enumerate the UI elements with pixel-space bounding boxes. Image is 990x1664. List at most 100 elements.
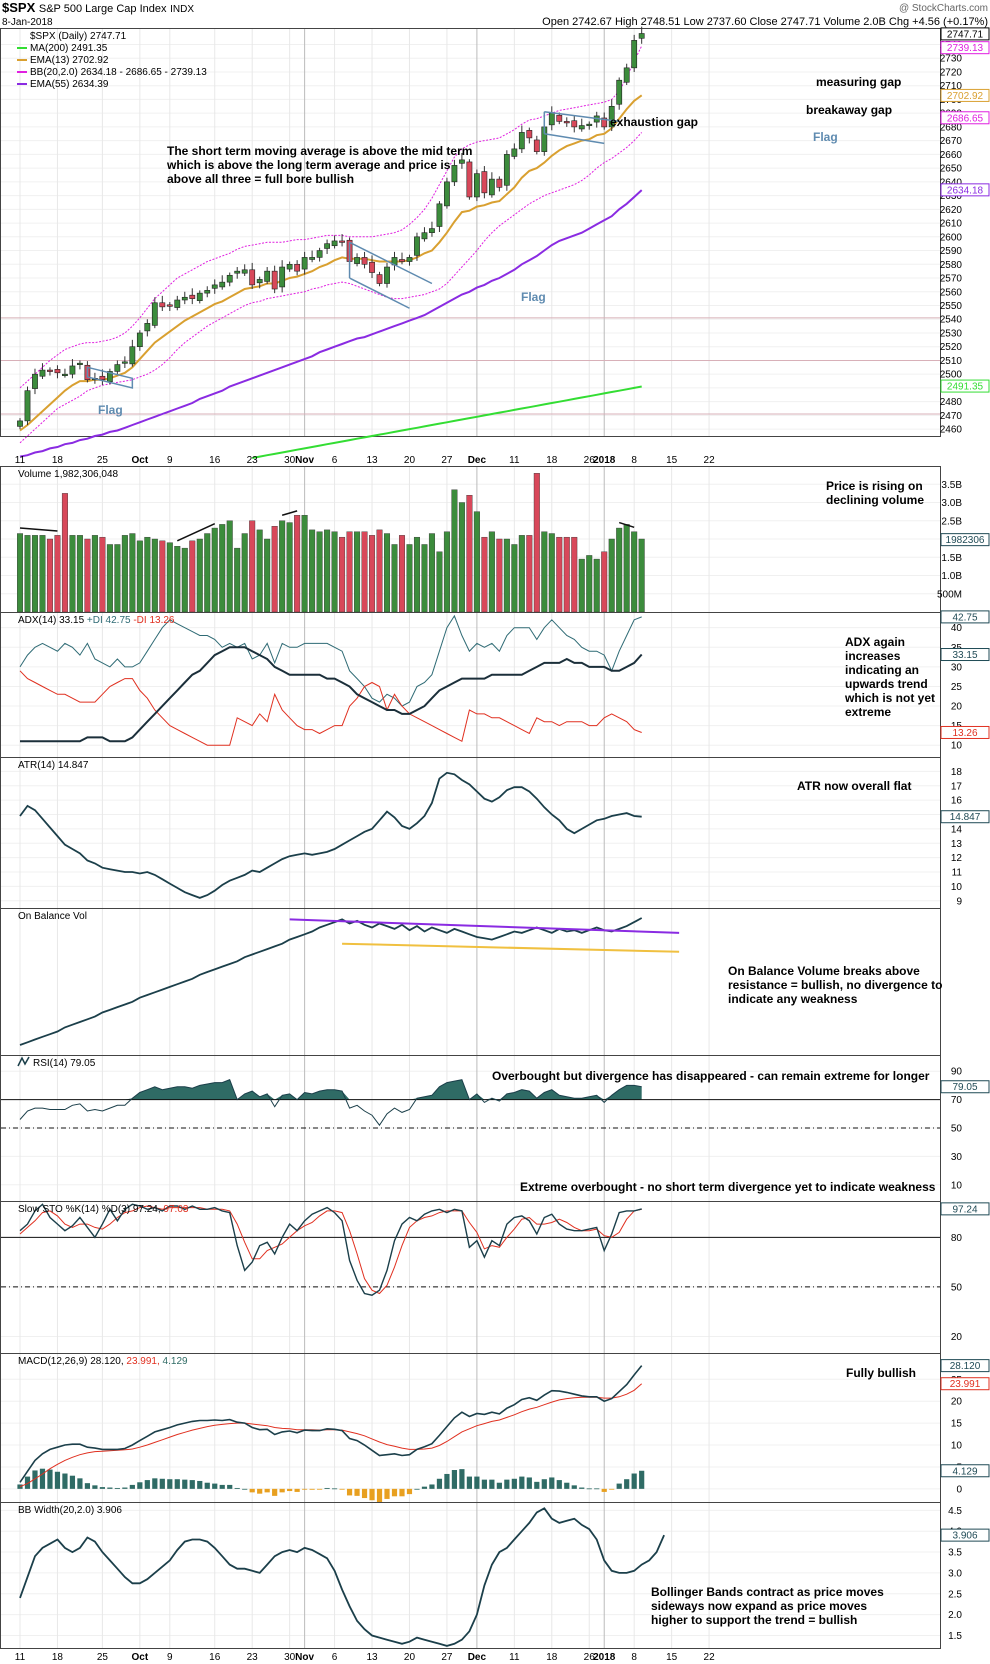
volume-bar [106, 544, 113, 613]
macd-histogram-bar [384, 1488, 390, 1499]
macd-histogram-bar [227, 1484, 233, 1489]
price-axis-tick-label: 2540 [940, 315, 963, 326]
rsi-annotation: Overbought but divergence has disappeare… [492, 1069, 930, 1083]
rsi-axis-tick-label: 10 [951, 1180, 963, 1191]
bbwidth-legend: BB Width(20,2.0) 3.906 [18, 1505, 122, 1516]
macd-histogram-bar [376, 1488, 383, 1503]
volume-trend-line [19, 527, 58, 532]
price-axis-tick-label: 2610 [940, 219, 963, 230]
date-axis-label: 18 [52, 1652, 64, 1663]
volume-bar [46, 538, 53, 613]
macd-histogram-bar [167, 1479, 173, 1489]
macd-histogram-bar [631, 1473, 637, 1489]
volume-trend-line [618, 521, 635, 529]
macd-histogram-bar [189, 1480, 195, 1489]
macd-histogram-bar [331, 1488, 338, 1490]
rsi-legend: RSI(14) 79.05 [33, 1058, 96, 1069]
volume-bar [571, 536, 578, 613]
macd-histogram-bar [212, 1483, 218, 1489]
candle-up [421, 232, 428, 240]
candle-up [578, 125, 585, 130]
chart-date: 8-Jan-2018 [2, 17, 53, 28]
candle-up [174, 299, 181, 308]
macd-histogram-bar [107, 1487, 113, 1489]
trend-annotation: above all three = full bore bullish [167, 172, 354, 186]
candle-up [256, 279, 263, 284]
price-axis-tick-label: 2530 [940, 328, 963, 339]
bbwidth-annotation: sideways now expand as price moves [651, 1599, 867, 1613]
candle-up [429, 228, 435, 233]
volume-bar [99, 536, 106, 613]
volume-bar [114, 544, 121, 613]
macd-histogram-bar [317, 1488, 323, 1490]
volume-bar [279, 520, 286, 613]
candle-up [436, 203, 443, 227]
candle-down [47, 369, 53, 372]
date-axis-label: 13 [366, 455, 378, 466]
macd-histogram-bar [204, 1482, 210, 1489]
macd-histogram-bar [444, 1473, 450, 1489]
adx-tag-box [940, 648, 990, 662]
macd-histogram-bar [137, 1482, 143, 1489]
volume-bar [458, 502, 465, 613]
macd-histogram-bar [616, 1483, 622, 1489]
macd-axis-tick-label: 10 [951, 1441, 963, 1452]
candle-up [204, 290, 211, 294]
macd-histogram-bar [586, 1488, 592, 1490]
rsi-axis-tick-label: 50 [951, 1124, 963, 1135]
candle-up [459, 159, 465, 164]
candle-up [331, 240, 338, 247]
date-axis-label: Nov [295, 1652, 314, 1663]
date-axis-label: 13 [366, 1652, 378, 1663]
volume-bar [166, 542, 173, 613]
candle-up [241, 269, 248, 274]
price-axis-tick-label: 2640 [940, 177, 963, 188]
volume-axis-tick-label: 1.5B [941, 553, 962, 564]
volume-bar [586, 555, 593, 613]
volume-bar [91, 535, 98, 613]
macd-histogram-bar [541, 1479, 547, 1489]
volume-bar [563, 536, 570, 613]
ema13-line [19, 94, 643, 432]
obv-panel [0, 908, 941, 1056]
macd-histogram-bar [609, 1488, 615, 1490]
date-axis-label: 27 [441, 1652, 453, 1663]
price-axis-tick-label: 2580 [940, 260, 963, 271]
bbwidth-axis-tick-label: 3.0 [948, 1568, 962, 1579]
macd-histogram-bar [346, 1488, 353, 1496]
macd-histogram-bar [159, 1478, 165, 1489]
candle-up [616, 79, 623, 105]
volume-bar [241, 533, 248, 613]
price-axis-tick-label: 2560 [940, 287, 963, 298]
sto-axis-tick-label: 20 [951, 1332, 963, 1343]
obv-annotation: On Balance Volume breaks above [728, 964, 920, 978]
macd-histogram-bar [481, 1479, 487, 1489]
date-axis-label: 23 [247, 455, 259, 466]
volume-bar [518, 535, 525, 613]
volume-bar [294, 515, 301, 613]
date-axis-label: Nov [295, 455, 314, 466]
macd-tag-box [940, 1359, 990, 1373]
date-axis-label: 18 [546, 1652, 558, 1663]
candle-up [503, 154, 510, 186]
candle-up [279, 266, 286, 288]
macd-histogram-bar [474, 1476, 480, 1489]
macd-histogram-bar [309, 1488, 315, 1490]
macd-histogram-bar [406, 1488, 413, 1495]
candle-up [62, 373, 68, 376]
macd-line [19, 1365, 643, 1483]
macd-histogram-bar [549, 1477, 555, 1489]
volume-bar [159, 540, 166, 613]
candle-up [151, 302, 158, 326]
date-axis-label: Dec [468, 1652, 487, 1663]
candle-up [219, 281, 226, 288]
adx-tag: 42.75 [952, 612, 977, 623]
atr-axis-tick-label: 13 [951, 839, 963, 850]
date-axis-label: 22 [704, 455, 716, 466]
candle-up [32, 373, 38, 389]
rsi-axis-tick-label: 70 [951, 1095, 963, 1106]
volume-bar [556, 536, 563, 613]
macd-histogram-bar [69, 1475, 76, 1489]
rsi-axis-tick-label: 30 [951, 1152, 963, 1163]
